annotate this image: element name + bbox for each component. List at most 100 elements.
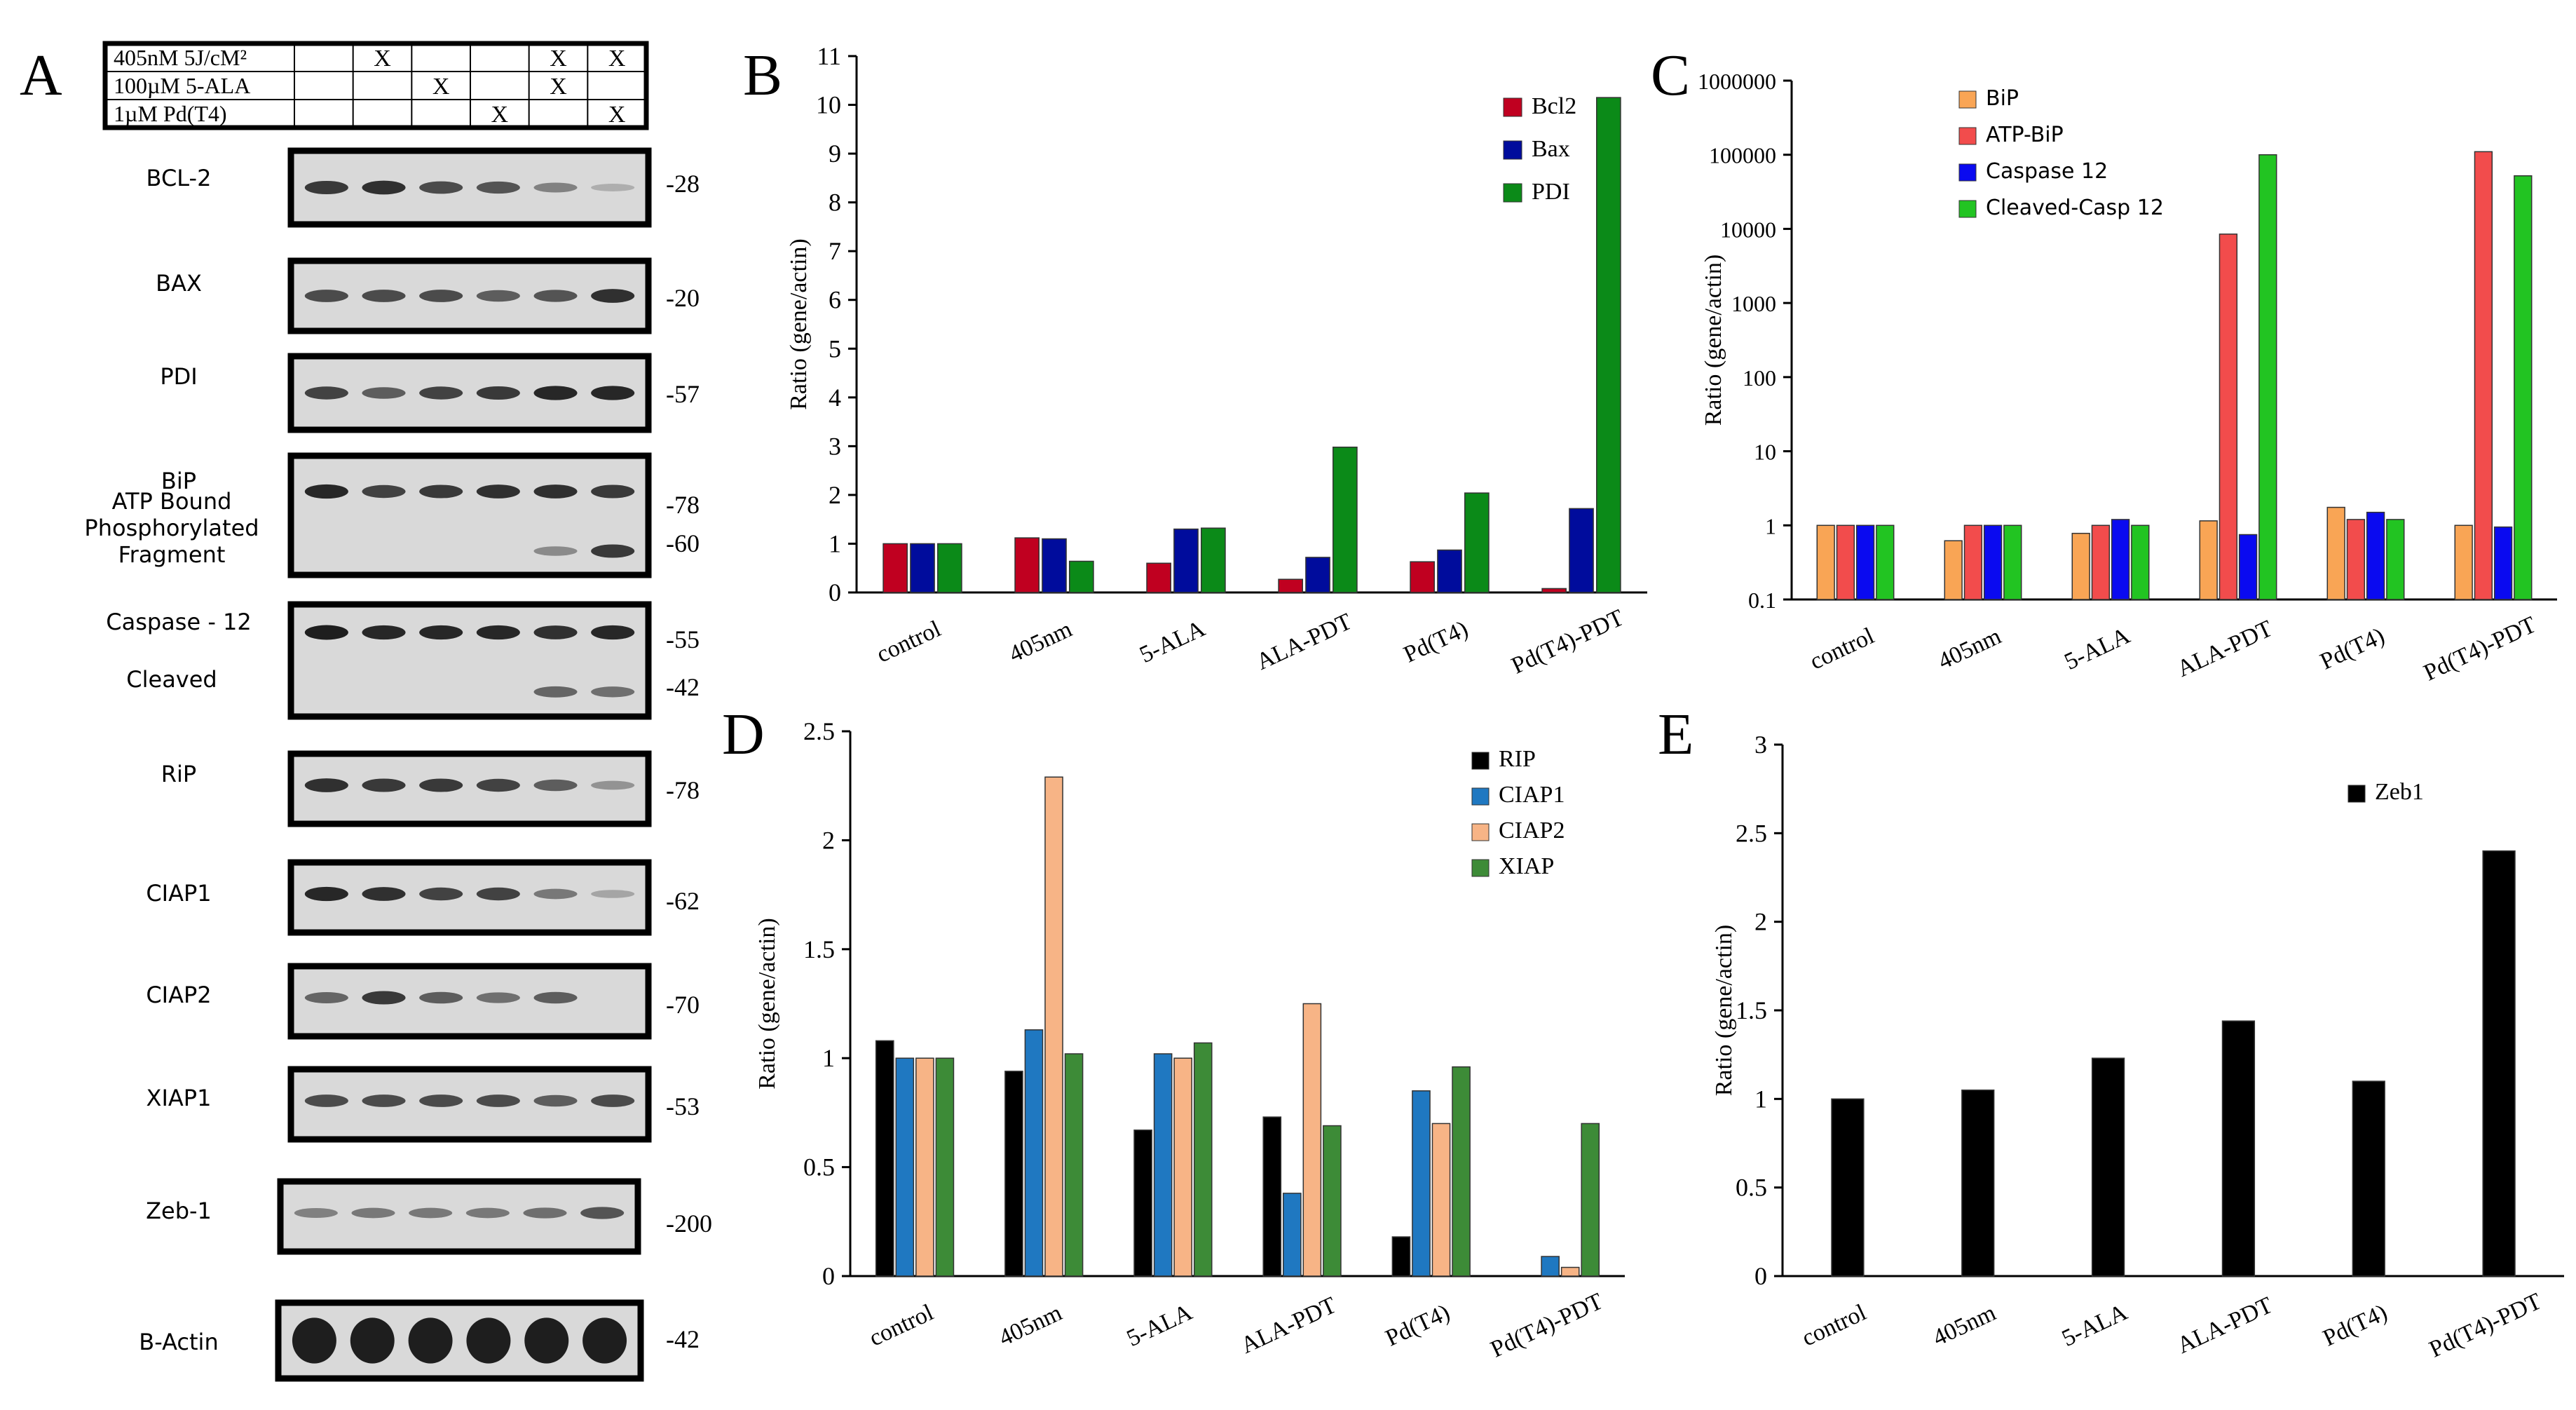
bar: [1042, 538, 1067, 593]
blot-band: [476, 887, 520, 901]
bar: [882, 543, 908, 593]
blot-label: RiP: [161, 761, 196, 787]
legend-swatch: [1471, 752, 1490, 770]
blot-band: [351, 1207, 395, 1219]
blot-band: [476, 992, 520, 1003]
x-tick-label: ALA-PDT: [2173, 1292, 2277, 1359]
bar: [2326, 506, 2345, 600]
blot-strip: [287, 963, 652, 1040]
x-tick-label: control: [873, 616, 945, 667]
blot-band: [533, 386, 578, 400]
y-tick-label: 11: [817, 42, 841, 70]
blot-band: [304, 180, 348, 195]
blot-band: [419, 181, 463, 194]
bar: [1262, 1116, 1282, 1277]
x-tick-label: Pd(T4)-PDT: [2420, 611, 2540, 686]
treatment-table: [102, 41, 649, 130]
legend-swatch: [2347, 785, 2366, 803]
blot-band: [591, 1094, 635, 1107]
bar: [915, 1057, 934, 1277]
bar: [1146, 562, 1171, 593]
y-tick-label: 100: [1743, 365, 1776, 391]
y-tick-label: 100000: [1709, 143, 1776, 168]
mw-marker: -42: [666, 673, 700, 701]
bar: [1305, 557, 1330, 593]
x-tick-label: ALA-PDT: [1237, 1292, 1341, 1359]
mw-marker: -57: [666, 380, 700, 408]
blot-band: [419, 484, 463, 499]
legend-swatch: [1503, 140, 1522, 160]
bar: [1944, 540, 1963, 600]
blot-band: [476, 386, 520, 400]
bar: [2111, 519, 2130, 600]
blot-band: [533, 1094, 578, 1107]
mw-marker: -78: [666, 491, 700, 519]
bar: [1333, 447, 1358, 593]
y-axis-label: Ratio (gene/actin): [1711, 925, 1737, 1097]
y-tick-label: 10000: [1720, 217, 1776, 242]
blot-band: [362, 625, 406, 640]
blot-label: CIAP1: [146, 880, 211, 907]
bar: [2238, 534, 2258, 600]
bar: [1596, 97, 1621, 593]
blot-label: PDI: [160, 363, 197, 390]
x-tick-label: control: [865, 1299, 937, 1351]
y-tick-label: 3: [1754, 731, 1767, 759]
blot-band: [362, 387, 406, 399]
x-tick-label: ALA-PDT: [1253, 609, 1356, 675]
blot-band: [524, 1317, 569, 1364]
blot-band: [419, 991, 463, 1004]
x-tick-label: Pd(T4)-PDT: [1487, 1288, 1607, 1362]
y-tick-label: 9: [829, 140, 841, 168]
bar: [910, 543, 935, 593]
y-axis-label: Ratio (gene/actin): [786, 238, 812, 410]
bar: [1278, 578, 1303, 593]
bar: [1836, 524, 1855, 600]
x-tick-label: 405nm: [995, 1300, 1065, 1351]
y-tick-label: 2: [1754, 908, 1767, 936]
blot-band: [533, 625, 578, 639]
blot-band: [591, 484, 635, 499]
legend-label: PDI: [1532, 179, 1570, 205]
bar: [1302, 1003, 1322, 1277]
bar: [1541, 1256, 1560, 1277]
x-tick-label: Pd(T4)-PDT: [2425, 1288, 2546, 1362]
blot-band: [362, 484, 406, 499]
blot-band: [591, 184, 635, 191]
blot-band: [591, 890, 635, 898]
blot-strip: [287, 452, 652, 578]
bar: [2131, 524, 2150, 600]
blot-band: [292, 1317, 336, 1364]
bar: [2514, 175, 2533, 600]
blot-band: [362, 778, 406, 792]
blot-band: [419, 386, 463, 400]
mw-marker: -62: [666, 887, 700, 915]
chart-b: 0 1 2 3 4 5 6 7 8 9 10 11 Ratio (gene/actin) control 4…: [786, 42, 1647, 679]
blot-band: [350, 1317, 395, 1364]
blot-strip: [287, 257, 652, 334]
blot-band: [533, 484, 578, 499]
blot-band: [465, 1207, 510, 1219]
bar: [1323, 1125, 1342, 1277]
blot-band: [419, 887, 463, 901]
blot-band: [304, 1094, 348, 1107]
blot-band: [362, 887, 406, 901]
mw-marker: -60: [666, 529, 700, 557]
blot-band: [591, 625, 635, 640]
legend-swatch: [1503, 97, 1522, 117]
bar: [2091, 524, 2111, 600]
mw-marker: -20: [666, 284, 700, 312]
bar: [2219, 233, 2238, 600]
legend-label: ATP-BiP: [1986, 123, 2064, 147]
blot-band: [304, 484, 348, 499]
mw-marker: -70: [666, 991, 700, 1019]
blot-label: CIAP2: [146, 982, 211, 1008]
blot-sublabel: Phosphorylated: [84, 515, 259, 541]
bar: [1541, 588, 1567, 593]
blot-band: [533, 779, 578, 792]
treatment-mark: X: [374, 46, 391, 72]
blot-band: [362, 290, 406, 302]
bar: [1412, 1090, 1431, 1277]
chart-e: 0 0.5 1 1.5 2 2.5 3 Ratio (gene/actin) control 40…: [1711, 731, 2564, 1363]
blot-band: [476, 625, 520, 640]
